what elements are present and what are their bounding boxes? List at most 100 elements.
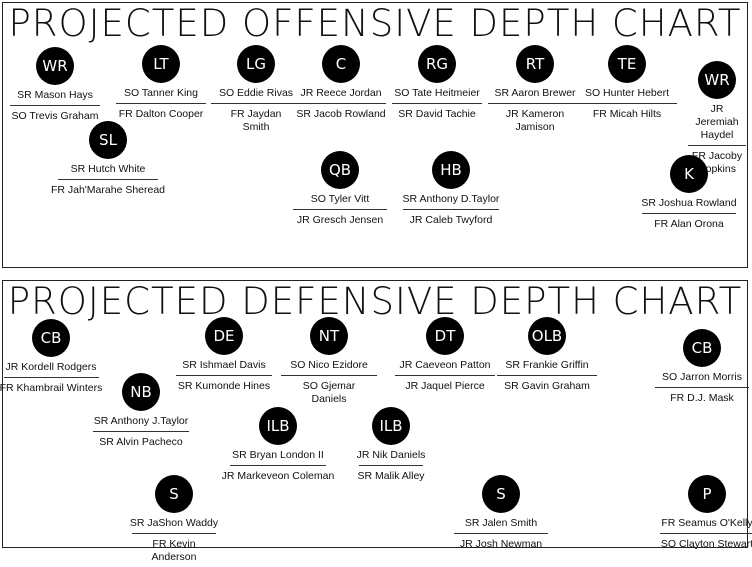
position-badge: RG	[418, 45, 456, 83]
position-badge: S	[155, 475, 193, 513]
position-badge: WR	[698, 61, 736, 99]
starter-name: SR Jalen Smith	[464, 517, 538, 529]
starter-name: JR Caeveon Patton	[399, 359, 491, 371]
offense-position-k: K SR Joshua Rowland FR Alan Orona	[594, 155, 752, 234]
backup-name: JR Markeveon Coleman	[221, 470, 335, 482]
offense-position-lt: LT SO Tanner King FR Dalton Cooper	[66, 45, 256, 124]
starter-name: SO Tyler Vitt	[310, 193, 370, 205]
depth-divider	[359, 465, 423, 466]
starter-name: JR Jeremiah Haydel	[695, 103, 739, 141]
position-badge: QB	[321, 151, 359, 189]
depth-divider	[296, 103, 386, 104]
depth-divider	[395, 375, 495, 376]
position-badge: SL	[89, 121, 127, 159]
offense-position-rt: RT SR Aaron Brewer JR Kameron Jamison	[440, 45, 630, 137]
backup-name: FR Kevin Anderson	[151, 538, 197, 563]
starter-name: SO Eddie Rivas	[218, 87, 294, 99]
starter-name: SR Bryan London II	[232, 449, 324, 461]
starter-name: SR Hutch White	[70, 163, 146, 175]
position-badge: C	[322, 45, 360, 83]
depth-divider	[116, 103, 206, 104]
starter-name: JR Reece Jordan	[300, 87, 382, 99]
backup-name: SO Gjemar Daniels	[302, 380, 356, 405]
position-badge: ILB	[259, 407, 297, 445]
defense-position-nt: NT SO Nico Ezidore SO Gjemar Daniels	[234, 317, 424, 409]
starter-name: SR Aaron Brewer	[494, 87, 576, 99]
depth-divider	[688, 145, 746, 146]
position-badge: DT	[426, 317, 464, 355]
backup-name: SO Clayton Stewart	[660, 538, 752, 550]
defense-position-ilb: ILB SR Bryan London II JR Markeveon Colema…	[183, 407, 373, 486]
position-badge: S	[482, 475, 520, 513]
position-badge: WR	[36, 47, 74, 85]
backup-name: SR Alvin Pacheco	[99, 436, 183, 448]
depth-divider	[642, 213, 736, 214]
offense-position-hb: HB SR Anthony D.Taylor JR Caleb Twyford	[356, 151, 546, 230]
depth-divider	[403, 209, 499, 210]
offense-position-c: C JR Reece Jordan SR Jacob Rowland	[246, 45, 436, 124]
starter-name: SO Jarron Morris	[662, 371, 742, 383]
starter-name: SR Joshua Rowland	[641, 197, 737, 209]
depth-divider	[497, 375, 597, 376]
starter-name: JR Kordell Rodgers	[5, 361, 97, 373]
starter-name: SO Tanner King	[124, 87, 198, 99]
offense-position-lg: LG SO Eddie Rivas FR Jaydan Smith	[161, 45, 351, 137]
depth-divider	[655, 387, 749, 388]
defense-panel: PROJECTED DEFENSIVE DEPTH CHART CB JR Kor…	[0, 280, 752, 563]
backup-name: FR Micah Hilts	[592, 108, 662, 120]
position-badge: CB	[32, 319, 70, 357]
starter-name: SR JaShon Waddy	[129, 517, 219, 529]
depth-divider	[392, 103, 482, 104]
depth-divider	[10, 105, 100, 106]
depth-divider	[132, 533, 216, 534]
backup-name: JR Josh Newman	[459, 538, 543, 550]
depth-divider	[211, 103, 301, 104]
defense-position-cb: CB JR Kordell Rodgers FR Khambrail Winters	[0, 319, 146, 398]
position-badge: NB	[122, 373, 160, 411]
defense-position-s: S SR JaShon Waddy FR Kevin Anderson	[79, 475, 269, 567]
offense-title: PROJECTED OFFENSIVE DEPTH CHART	[8, 2, 742, 45]
backup-name: FR Dalton Cooper	[118, 108, 204, 120]
offense-position-sl: SL SR Hutch White FR Jah'Marahe Sheread	[13, 121, 203, 200]
position-badge: CB	[683, 329, 721, 367]
backup-name: JR Gresch Jensen	[296, 214, 384, 226]
backup-name: FR Jah'Marahe Sheread	[50, 184, 166, 196]
depth-divider	[293, 209, 387, 210]
position-badge: DE	[205, 317, 243, 355]
backup-name: FR D.J. Mask	[670, 392, 734, 404]
starter-name: SR Frankie Griffin	[505, 359, 589, 371]
depth-divider	[58, 179, 158, 180]
backup-name: SR Jacob Rowland	[296, 108, 386, 120]
position-badge: OLB	[528, 317, 566, 355]
backup-name: SR David Tachie	[398, 108, 476, 120]
starter-name: SO Nico Ezidore	[290, 359, 368, 371]
defense-position-nb: NB SR Anthony J.Taylor SR Alvin Pacheco	[46, 373, 236, 452]
defense-position-ilb: ILB JR Nik Daniels SR Malik Alley	[296, 407, 486, 486]
backup-name: SO Trevis Graham	[11, 110, 99, 122]
defense-position-olb: OLB SR Frankie Griffin SR Gavin Graham	[452, 317, 642, 396]
depth-divider	[3, 377, 99, 378]
defense-position-s: S SR Jalen Smith JR Josh Newman	[406, 475, 596, 554]
position-badge: K	[670, 155, 708, 193]
backup-name: SR Kumonde Hines	[177, 380, 271, 392]
defense-position-dt: DT JR Caeveon Patton JR Jaquel Pierce	[350, 317, 540, 396]
offense-position-te: TE SO Hunter Hebert FR Micah Hilts	[532, 45, 722, 124]
depth-divider	[577, 103, 677, 104]
depth-divider	[487, 103, 583, 104]
starter-name: SR Anthony J.Taylor	[93, 415, 189, 427]
starter-name: SR Anthony D.Taylor	[402, 193, 500, 205]
defense-position-de: DE SR Ishmael Davis SR Kumonde Hines	[129, 317, 319, 396]
defense-title: PROJECTED DEFENSIVE DEPTH CHART	[7, 280, 743, 323]
position-badge: LT	[142, 45, 180, 83]
backup-name: SR Gavin Graham	[504, 380, 590, 392]
starter-name: SO Hunter Hebert	[584, 87, 670, 99]
offense-position-rg: RG SO Tate Heitmeier SR David Tachie	[342, 45, 532, 124]
offense-position-wr: WR SR Mason Hays SO Trevis Graham	[0, 47, 150, 126]
defense-position-p: P FR Seamus O'Kelly SO Clayton Stewart	[612, 475, 752, 554]
offense-position-wr: WR JR Jeremiah Haydel FR Jacoby Hopkins	[622, 61, 752, 179]
position-badge: NT	[310, 317, 348, 355]
depth-divider	[176, 375, 272, 376]
starter-name: JR Nik Daniels	[356, 449, 426, 461]
backup-name: FR Alan Orona	[654, 218, 724, 230]
depth-divider	[454, 533, 548, 534]
